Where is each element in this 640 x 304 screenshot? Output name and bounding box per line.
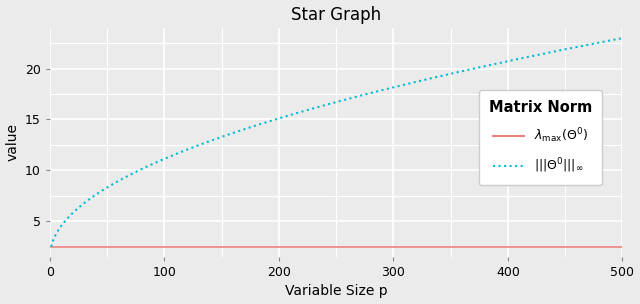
X-axis label: Variable Size p: Variable Size p xyxy=(285,285,388,299)
Title: Star Graph: Star Graph xyxy=(291,5,381,23)
Legend: $\lambda_{\mathrm{max}}(\Theta^0)$, $|||\Theta^0|||_{\infty}$: $\lambda_{\mathrm{max}}(\Theta^0)$, $|||… xyxy=(479,90,602,185)
Y-axis label: value: value xyxy=(6,123,20,161)
